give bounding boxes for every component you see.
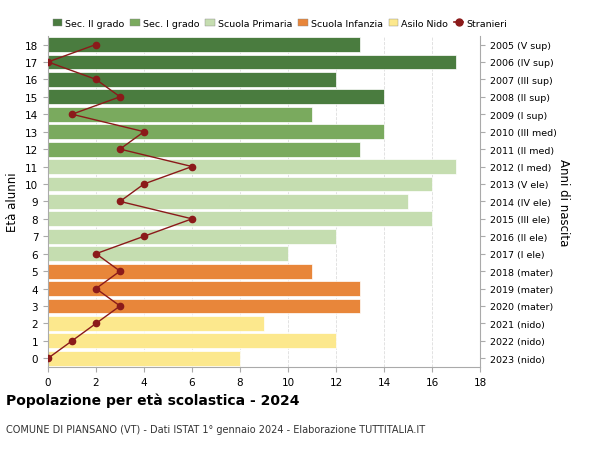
Text: Popolazione per età scolastica - 2024: Popolazione per età scolastica - 2024 [6, 392, 299, 407]
Bar [48, 351, 240, 366]
Bar [48, 230, 336, 244]
Bar [48, 125, 384, 140]
Bar [48, 160, 456, 174]
Bar [48, 264, 312, 279]
Bar [48, 90, 384, 105]
Bar [48, 142, 360, 157]
Bar [48, 73, 336, 88]
Bar [48, 195, 408, 209]
Bar [48, 38, 360, 53]
Bar [48, 247, 288, 262]
Text: COMUNE DI PIANSANO (VT) - Dati ISTAT 1° gennaio 2024 - Elaborazione TUTTITALIA.I: COMUNE DI PIANSANO (VT) - Dati ISTAT 1° … [6, 425, 425, 435]
Bar [48, 299, 360, 313]
Bar [48, 107, 312, 123]
Bar [48, 212, 432, 227]
Bar [48, 334, 336, 348]
Bar [48, 177, 432, 192]
Bar [48, 316, 264, 331]
Y-axis label: Età alunni: Età alunni [7, 172, 19, 232]
Bar [48, 56, 456, 70]
Bar [48, 281, 360, 297]
Legend: Sec. II grado, Sec. I grado, Scuola Primaria, Scuola Infanzia, Asilo Nido, Stran: Sec. II grado, Sec. I grado, Scuola Prim… [53, 20, 508, 29]
Y-axis label: Anni di nascita: Anni di nascita [557, 158, 571, 246]
